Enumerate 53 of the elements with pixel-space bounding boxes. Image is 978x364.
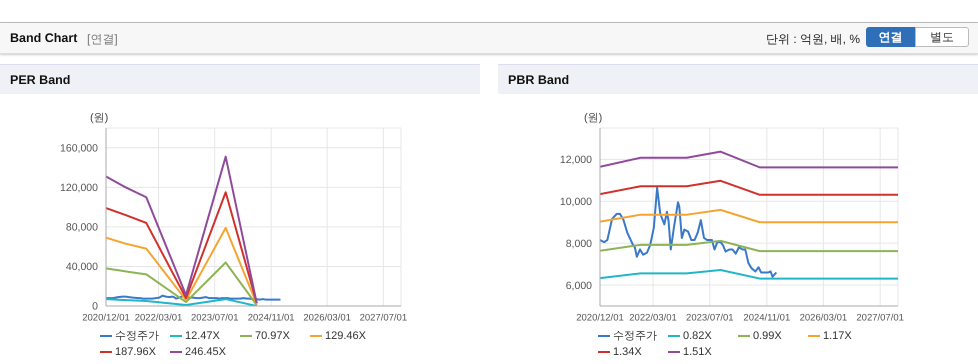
x-tick-label: 2024/11/01 bbox=[248, 312, 295, 324]
x-tick-label: 2023/07/01 bbox=[190, 312, 238, 324]
legend-label: 1.34X bbox=[612, 345, 643, 360]
x-tick-label: 2027/07/01 bbox=[360, 312, 408, 324]
chart-title: PBR Band bbox=[508, 73, 570, 87]
legend-label: 187.96X bbox=[114, 345, 157, 360]
x-tick-label: 2022/03/01 bbox=[134, 312, 182, 324]
legend-label: 70.97X bbox=[254, 329, 291, 344]
line-series bbox=[600, 150, 898, 168]
legend-label: 12.47X bbox=[184, 329, 221, 344]
line-series bbox=[106, 261, 258, 306]
y-axis-title: (원) bbox=[584, 111, 602, 125]
x-tick-label: 2023/07/01 bbox=[686, 312, 734, 324]
legend-label: 0.82X bbox=[682, 329, 713, 344]
line-series bbox=[106, 156, 258, 304]
x-tick-label: 2020/12/01 bbox=[82, 312, 130, 324]
legend-label: 수정주가 bbox=[114, 329, 160, 344]
x-tick-label: 2020/12/01 bbox=[576, 312, 624, 324]
line-series bbox=[106, 191, 258, 304]
y-tick-label: 6,000 bbox=[566, 280, 592, 292]
legend-label: 1.17X bbox=[822, 329, 853, 344]
text: 별도 bbox=[915, 27, 969, 47]
text: [연결] bbox=[87, 31, 118, 48]
legend-label: 246.45X bbox=[184, 345, 227, 360]
x-tick-label: 2026/03/01 bbox=[303, 312, 351, 324]
x-tick-label: 2024/11/01 bbox=[743, 312, 790, 324]
line-series bbox=[600, 240, 898, 252]
x-tick-label: 2022/03/01 bbox=[629, 312, 677, 324]
text: 단위 : 억원, 배, % bbox=[766, 31, 860, 48]
legend-label: 0.99X bbox=[752, 329, 783, 344]
y-tick-label: 40,000 bbox=[66, 261, 98, 274]
y-tick-label: 8,000 bbox=[566, 238, 592, 250]
text: Band Chart bbox=[10, 31, 78, 45]
y-tick-label: 0 bbox=[92, 300, 98, 313]
y-axis-title: (원) bbox=[90, 111, 108, 125]
x-tick-label: 2027/07/01 bbox=[856, 312, 904, 324]
legend-label: 129.46X bbox=[324, 329, 367, 344]
chart-title: PER Band bbox=[10, 73, 70, 87]
line-series bbox=[600, 186, 778, 278]
y-tick-label: 12,000 bbox=[560, 154, 592, 166]
text: 연결 bbox=[866, 27, 915, 47]
line-series bbox=[600, 268, 898, 280]
y-tick-label: 10,000 bbox=[560, 196, 592, 208]
y-tick-label: 160,000 bbox=[60, 142, 98, 155]
line-series bbox=[106, 226, 258, 306]
line-series bbox=[600, 208, 898, 224]
line-series bbox=[106, 298, 258, 306]
x-tick-label: 2026/03/01 bbox=[800, 312, 848, 324]
line-series bbox=[600, 180, 898, 196]
y-tick-label: 80,000 bbox=[66, 222, 98, 234]
y-tick-label: 120,000 bbox=[60, 182, 98, 194]
legend-label: 1.51X bbox=[682, 345, 713, 360]
legend-label: 수정주가 bbox=[612, 329, 658, 344]
